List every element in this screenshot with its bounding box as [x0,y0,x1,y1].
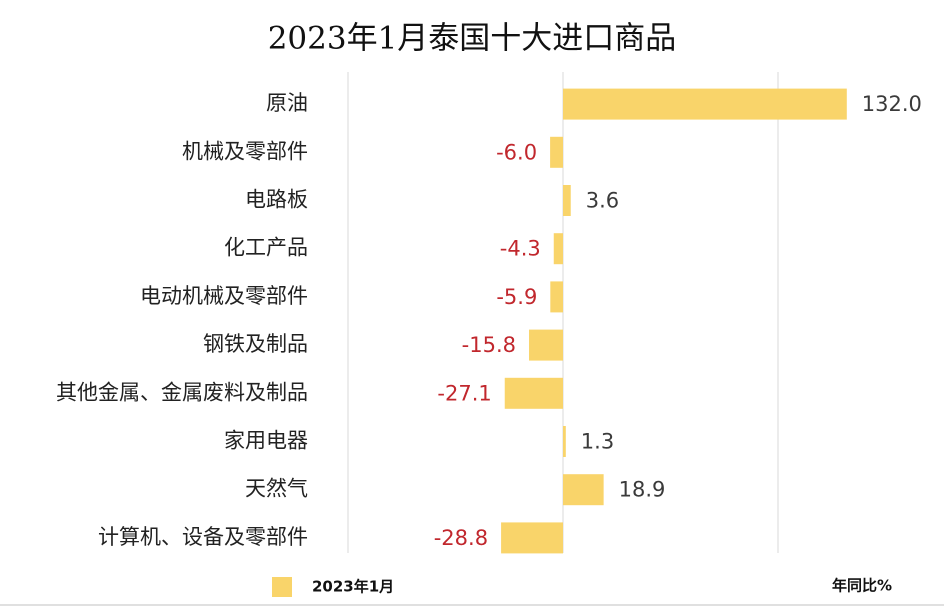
value-label: -27.1 [437,381,491,405]
bar [550,281,563,313]
value-label: -28.8 [434,526,488,550]
legend-label: 2023年1月 [312,578,394,596]
category-label: 化工产品 [224,236,308,260]
value-label: -5.9 [496,285,537,309]
value-label: -15.8 [462,333,516,357]
bar [563,185,571,216]
bar [563,88,847,120]
bar [563,474,604,506]
chart-title: 2023年1月泰国十大进口商品 [268,21,677,57]
category-label: 计算机、设备及零部件 [98,525,308,549]
bar [501,522,563,554]
category-label: 钢铁及制品 [203,332,308,356]
bar [553,233,563,265]
category-label: 天然气 [245,477,308,501]
category-label: 机械及零部件 [182,139,308,163]
bar [529,329,563,361]
value-label: 1.3 [581,430,614,454]
value-label: 3.6 [586,189,619,213]
value-label: -4.3 [500,237,541,261]
value-label: 132.0 [862,92,922,116]
category-label: 原油 [266,91,308,115]
bar [563,426,566,457]
value-label: -6.0 [496,140,537,164]
value-label: 18.9 [619,478,666,502]
category-label: 家用电器 [224,429,308,453]
x-axis-label: 年同比% [832,577,892,595]
legend-swatch [272,577,292,597]
category-label: 电动机械及零部件 [140,284,308,308]
category-label: 其他金属、金属废料及制品 [56,380,308,404]
category-label: 电路板 [245,188,308,212]
bar [550,136,563,168]
bar [504,377,563,409]
